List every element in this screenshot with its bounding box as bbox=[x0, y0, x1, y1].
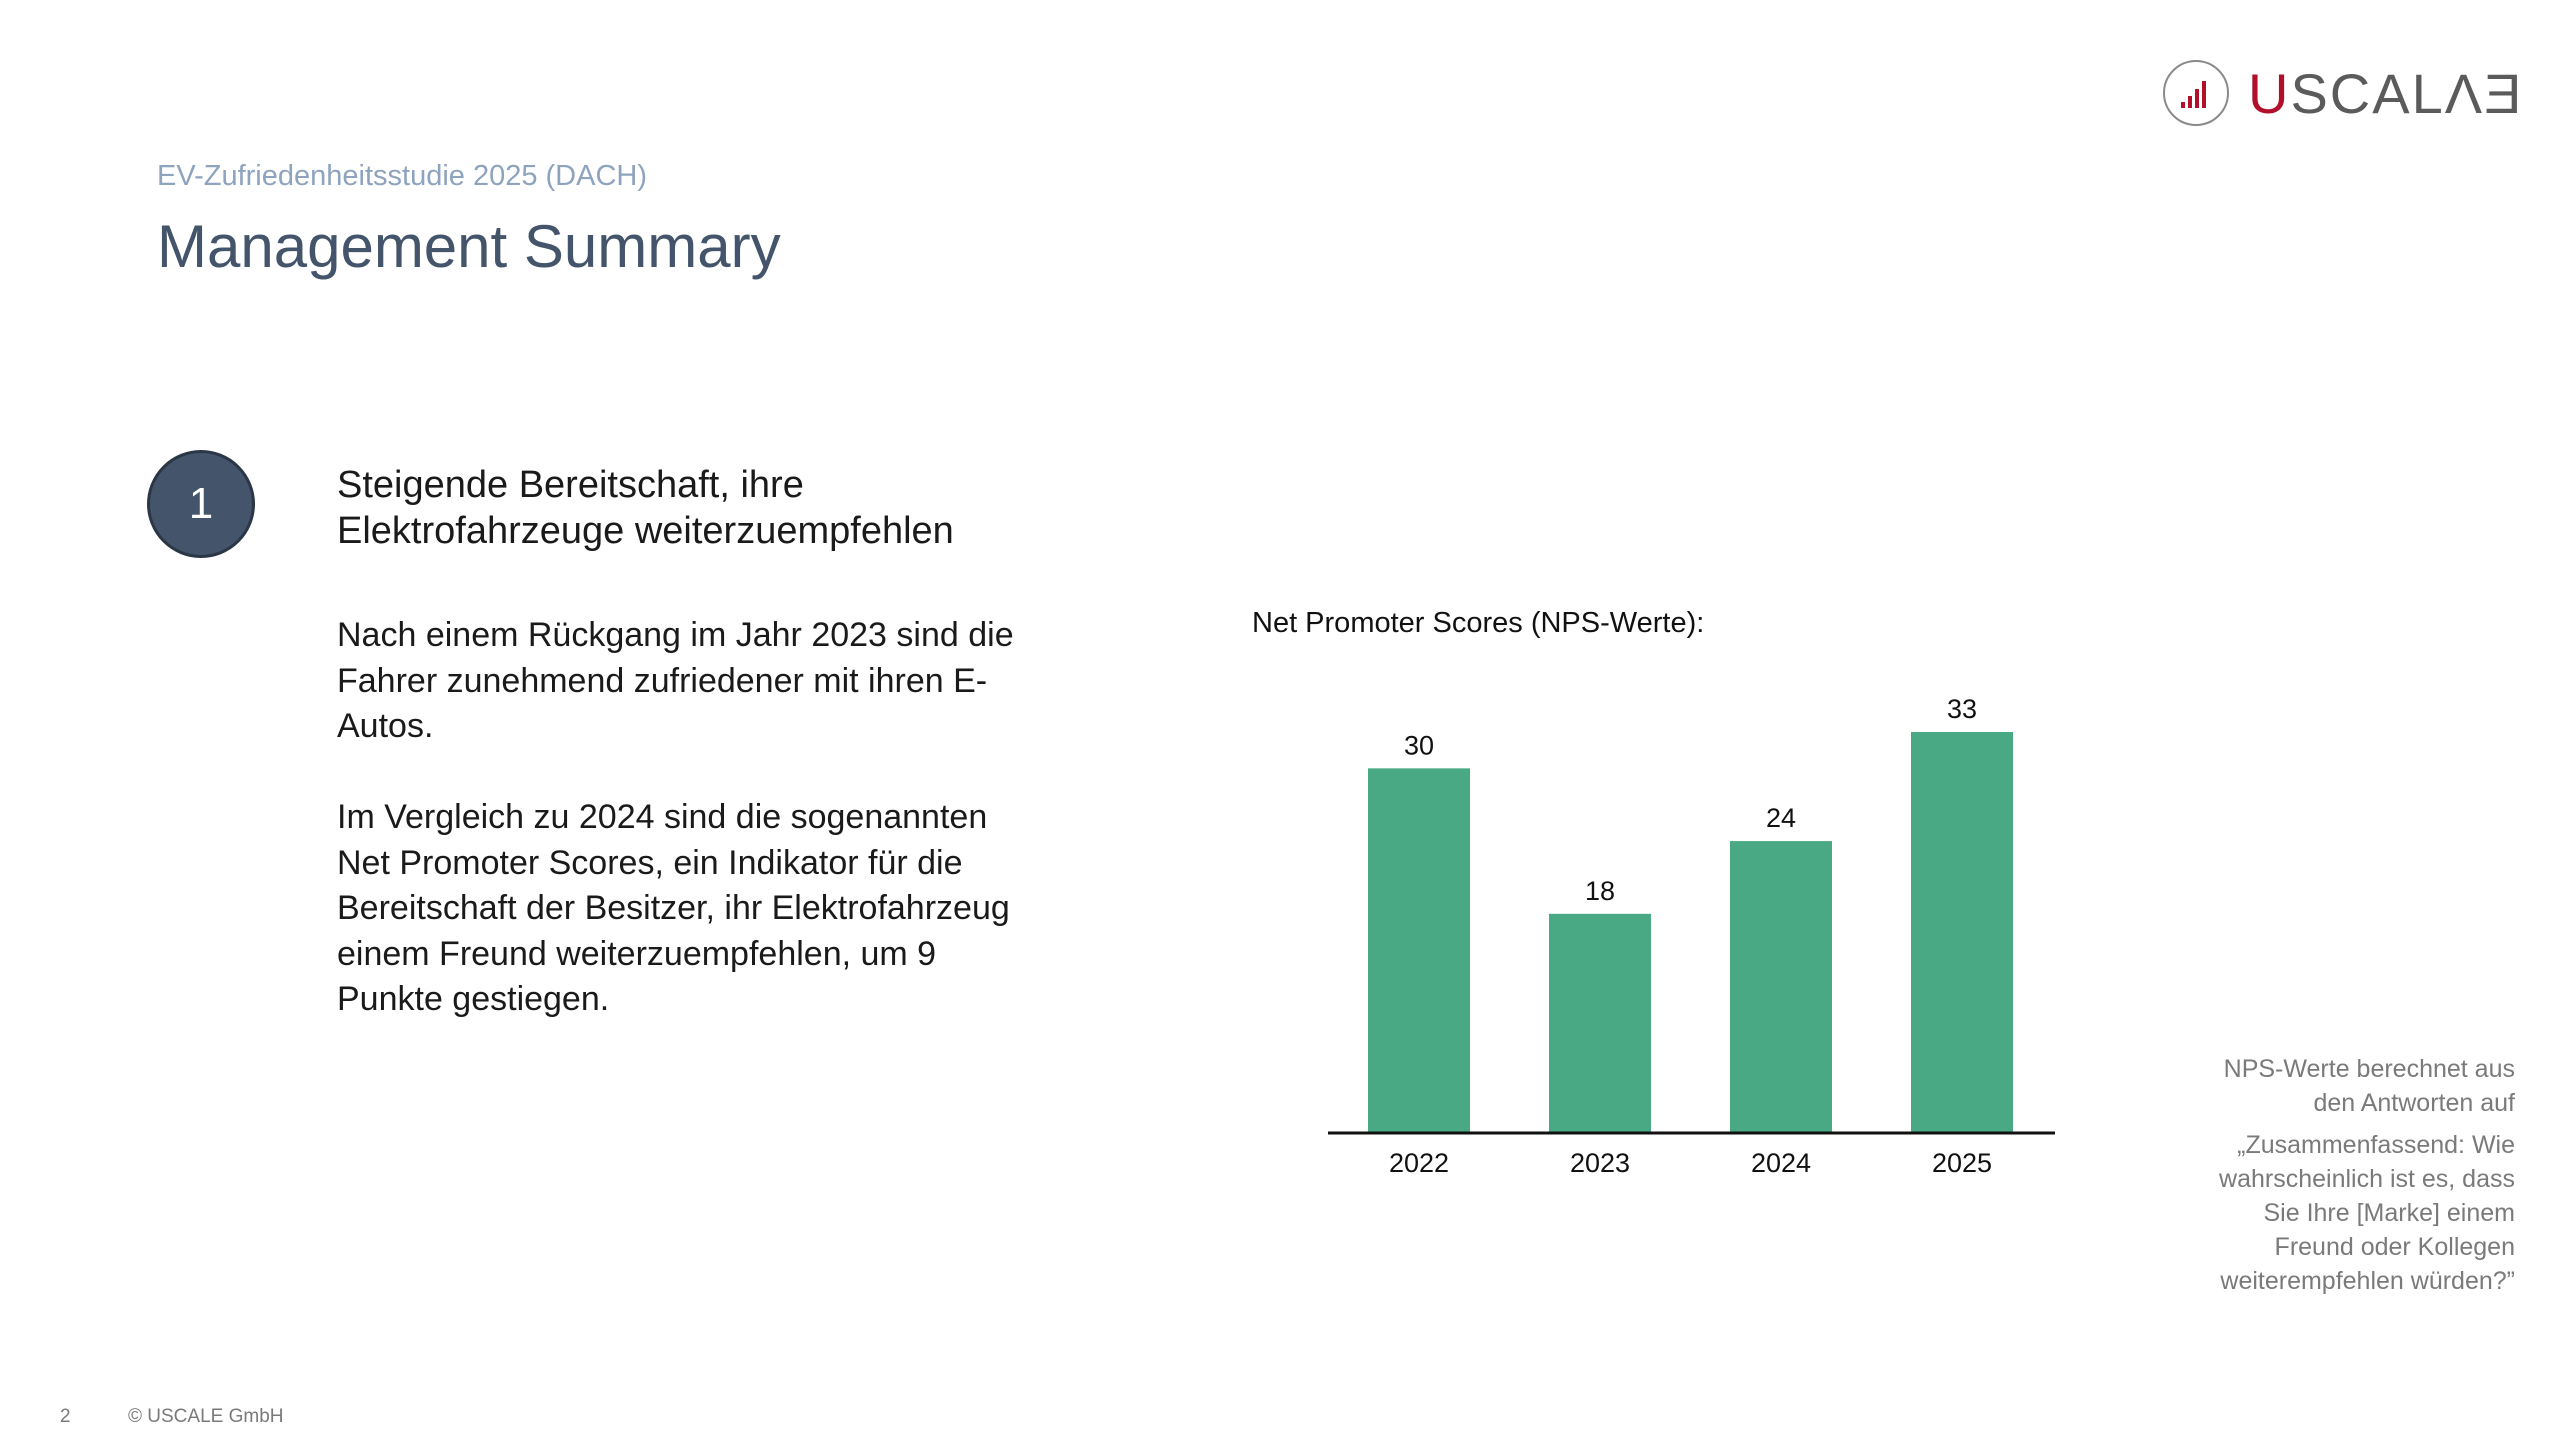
x-tick-label-2023: 2023 bbox=[1570, 1148, 1630, 1178]
page-number: 2 bbox=[60, 1406, 71, 1427]
section-number-badge: 1 bbox=[147, 450, 255, 558]
page-title: Management Summary bbox=[157, 213, 781, 280]
section-paragraph-1: Nach einem Rückgang im Jahr 2023 sind di… bbox=[337, 616, 1014, 745]
data-label-2025: 33 bbox=[1947, 694, 1977, 724]
x-tick-label-2022: 2022 bbox=[1389, 1148, 1449, 1178]
section-headline: Steigende Bereitschaft, ihre Elektrofahr… bbox=[337, 464, 954, 552]
nps-bar-chart: 30 2022 18 2023 24 2024 33 2025 bbox=[1328, 694, 2055, 1178]
data-label-2024: 24 bbox=[1766, 803, 1796, 833]
data-label-2022: 30 bbox=[1404, 730, 1434, 760]
logo-wordmark: USCALΛƎ bbox=[2248, 62, 2524, 125]
side-note-source: NPS-Werte berechnet aus den Antworten au… bbox=[2223, 1055, 2515, 1117]
bar-2022 bbox=[1368, 768, 1470, 1132]
x-tick-label-2025: 2025 bbox=[1932, 1148, 1992, 1178]
chart-title: Net Promoter Scores (NPS-Werte): bbox=[1252, 607, 1705, 639]
logo-circle bbox=[2163, 60, 2229, 126]
x-tick-label-2024: 2024 bbox=[1751, 1148, 1811, 1178]
uscale-logo: USCALΛƎ bbox=[2163, 60, 2521, 136]
study-subtitle: EV-Zufriedenheitsstudie 2025 (DACH) bbox=[157, 160, 648, 192]
copyright: © USCALE GmbH bbox=[128, 1406, 284, 1427]
bar-chart-circle-icon bbox=[2181, 81, 2206, 108]
side-note-question: „Zusammenfassend: Wie wahrscheinlich ist… bbox=[2219, 1131, 2515, 1295]
section-paragraph-2: Im Vergleich zu 2024 sind die sogenannte… bbox=[337, 798, 1010, 1018]
bar-2025 bbox=[1911, 732, 2013, 1132]
data-label-2023: 18 bbox=[1585, 876, 1615, 906]
bar-2023 bbox=[1549, 913, 1651, 1132]
bar-2024 bbox=[1730, 841, 1832, 1132]
